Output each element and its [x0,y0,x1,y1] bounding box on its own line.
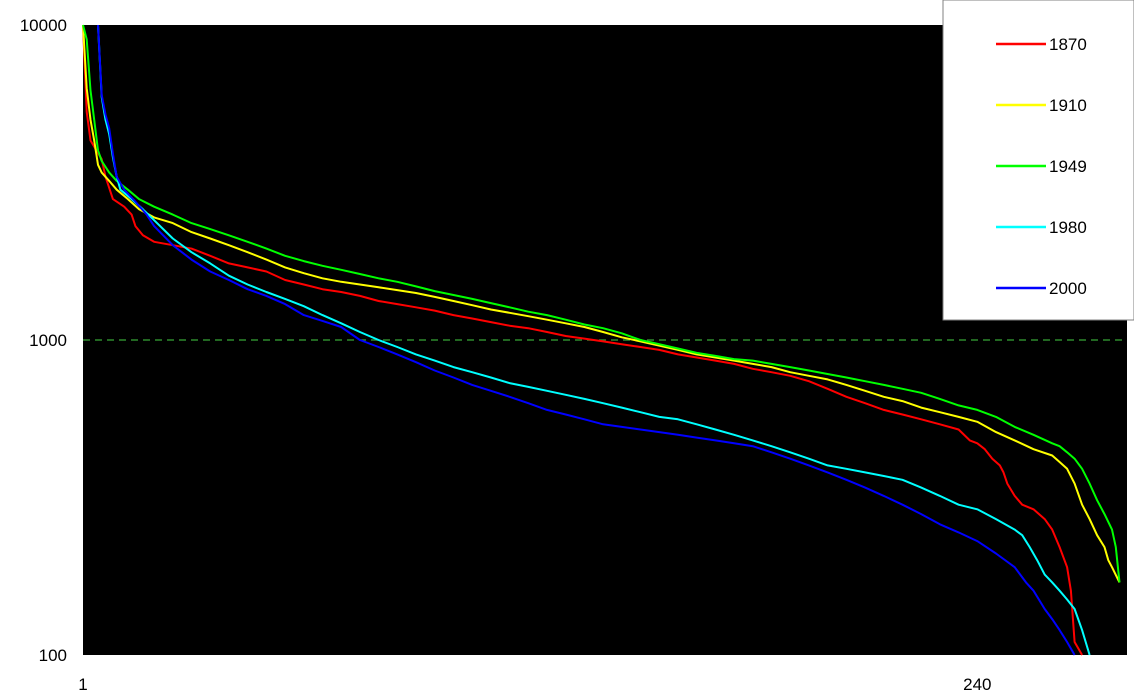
series-line-1949 [82,24,1121,583]
legend-label-1949: 1949 [1049,157,1087,176]
x-axis-ticks: 1 240 [78,675,991,694]
legend-label-2000: 2000 [1049,279,1087,298]
series-line-1910 [82,24,1121,583]
legend-label-1980: 1980 [1049,218,1087,237]
series-line-2000 [97,24,1076,656]
legend-box [942,0,1134,321]
legend-label-1910: 1910 [1049,96,1087,115]
legend-label-1870: 1870 [1049,35,1087,54]
y-axis-ticks: 100 1000 10000 [20,16,67,665]
y-tick-label-100: 100 [39,646,67,665]
y-tick-label-1000: 1000 [29,331,67,350]
series-layer [82,24,1121,656]
x-tick-label-240: 240 [963,675,991,694]
y-tick-label-10000: 10000 [20,16,67,35]
legend: 1870 1910 1949 1980 2000 [942,0,1134,321]
x-tick-label-1: 1 [78,675,87,694]
series-line-1980 [97,24,1091,656]
